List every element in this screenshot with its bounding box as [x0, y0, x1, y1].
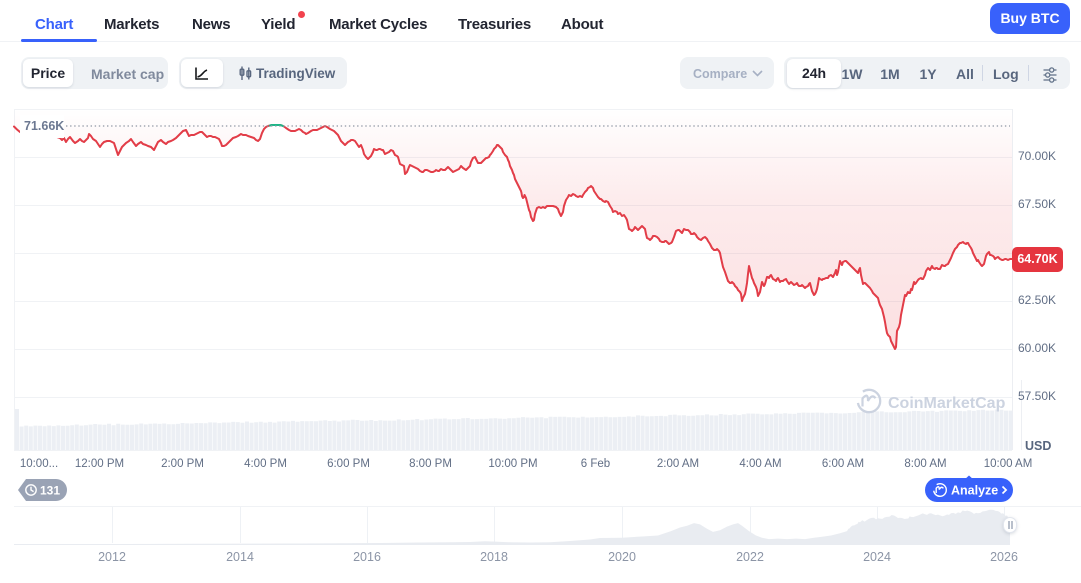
svg-text:Analyze: Analyze [951, 484, 998, 498]
svg-text:CoinMarketCap: CoinMarketCap [888, 395, 1006, 412]
svg-text:131: 131 [40, 484, 60, 498]
